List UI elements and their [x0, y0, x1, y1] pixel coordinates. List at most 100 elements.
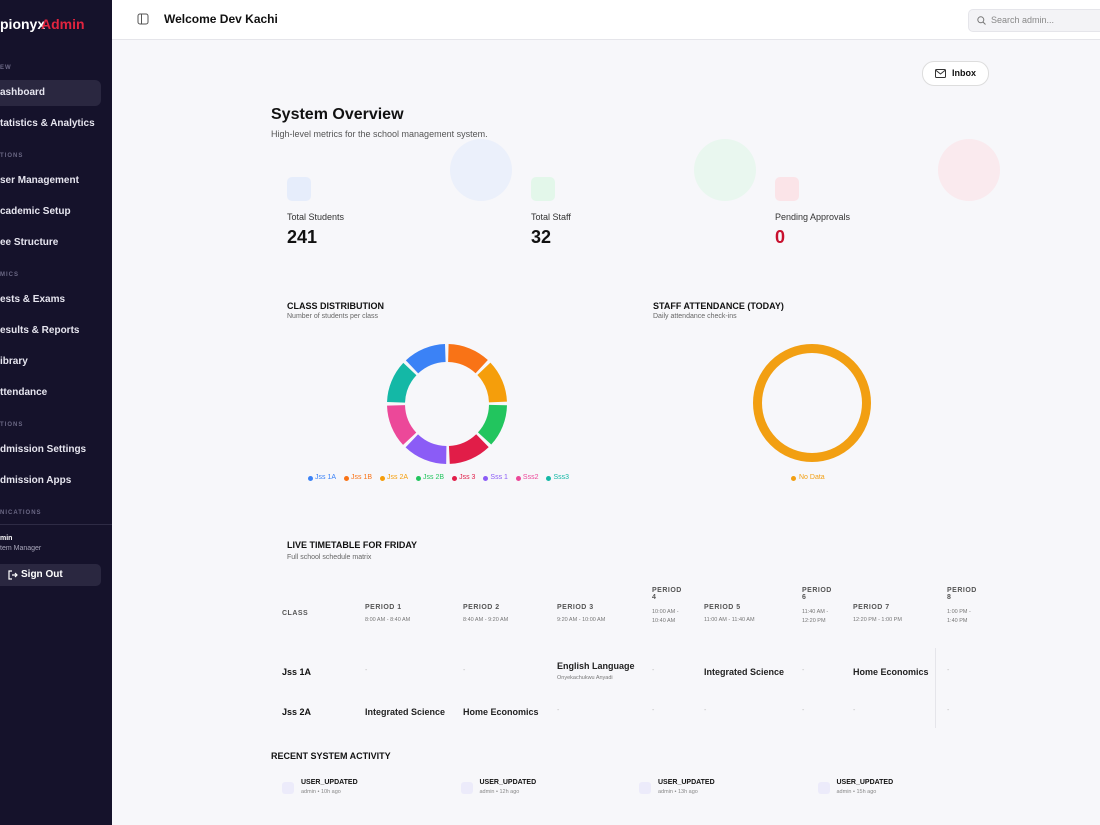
header: Welcome Dev Kachi Search admin... — [112, 0, 1100, 40]
legend-dot — [416, 476, 422, 481]
cell-teacher: Onyekachukwu Anyadi — [557, 675, 613, 681]
legend-dot — [380, 476, 386, 481]
donut-segment — [477, 362, 507, 403]
nav-item[interactable]: ests & Exams — [0, 294, 66, 305]
donut-segment — [448, 434, 489, 464]
nav-section: NICATIONS — [0, 510, 42, 516]
sign-out-button[interactable]: Sign Out — [0, 564, 101, 586]
cell-subject: - — [802, 667, 805, 674]
activity-action: USER_UPDATED — [301, 779, 358, 786]
chart-card: STAFF ATTENDANCE (TODAY) Daily attendance… — [638, 285, 987, 501]
sidebar: pionyx Admin EW ashboard tatistics & Analyti… — [0, 0, 112, 825]
header-title: Welcome Dev Kachi — [164, 12, 278, 26]
stat-icon — [775, 177, 799, 201]
legend-label: No Data — [799, 474, 825, 481]
nav-section: TIONS — [0, 422, 24, 428]
nav-item[interactable]: esults & Reports — [0, 325, 80, 336]
cell-subject: Home Economics — [853, 667, 929, 677]
stat-decor — [450, 139, 512, 201]
nav-item[interactable]: tatistics & Analytics — [0, 118, 95, 129]
th-period: PERIOD 3 — [557, 604, 594, 611]
activity-meta: admin • 15h ago — [836, 789, 877, 795]
cell-subject: - — [853, 707, 856, 714]
th-time: 1:00 PM - 1:40 PM — [947, 609, 971, 624]
legend-dot — [308, 476, 313, 481]
cell-subject: English Language — [557, 661, 635, 671]
search-placeholder: Search admin... — [991, 15, 1055, 25]
sidebar-toggle-icon[interactable] — [137, 13, 149, 25]
legend-label: Jss 2A — [387, 474, 409, 481]
user-name: min — [0, 535, 13, 542]
nav-section: MICS — [0, 272, 19, 278]
nav-item[interactable]: ttendance — [0, 387, 48, 398]
donut-chart — [387, 344, 507, 464]
cell-subject: - — [947, 707, 950, 714]
cell-subject: - — [557, 707, 560, 714]
timetable-subtitle: Full school schedule matrix — [287, 554, 372, 561]
donut-segment — [387, 405, 417, 445]
legend-dot — [483, 476, 489, 481]
stat-value: 32 — [531, 227, 552, 247]
th-period: PERIOD 4 — [652, 587, 682, 601]
cell-subject: - — [365, 667, 368, 674]
activity-title: RECENT SYSTEM ACTIVITY — [271, 751, 391, 761]
inbox-button[interactable]: Inbox — [922, 61, 989, 86]
chart-title: CLASS DISTRIBUTION — [287, 301, 385, 311]
legend-label: Sss3 — [553, 474, 570, 481]
chart-title: STAFF ATTENDANCE (TODAY) — [653, 301, 784, 311]
timetable-card: LIVE TIMETABLE FOR FRIDAY Full school sch… — [272, 524, 987, 728]
nav-item[interactable]: dmission Settings — [0, 444, 87, 455]
search-box[interactable]: Search admin... — [968, 9, 1100, 32]
sticky-divider — [935, 648, 936, 728]
stat-card: Total Students 241 — [272, 139, 512, 263]
nav-item[interactable]: ser Management — [0, 175, 79, 186]
nav-item[interactable]: cademic Setup — [0, 206, 71, 217]
chart-subtitle: Daily attendance check-ins — [653, 313, 737, 320]
donut-segment — [405, 344, 446, 374]
brand: pionyx — [0, 16, 46, 32]
cell-subject: - — [652, 707, 655, 714]
th-period: PERIOD 1 — [365, 604, 402, 611]
donut-segment — [477, 404, 507, 445]
stat-card: Total Staff 32 — [516, 139, 756, 263]
th-time: 11:40 AM - 12:20 PM — [802, 609, 829, 624]
legend-dot — [344, 476, 350, 481]
stat-label: Pending Approvals — [775, 212, 851, 222]
cell-subject: - — [704, 707, 707, 714]
chart-subtitle: Number of students per class — [287, 313, 379, 320]
nav-item[interactable]: dmission Apps — [0, 475, 72, 486]
user-role: tem Manager — [0, 545, 42, 552]
inbox-label[interactable]: Inbox — [952, 68, 976, 78]
donut-segment — [387, 362, 417, 403]
sign-out-label[interactable]: Sign Out — [21, 569, 63, 580]
sign-out-icon — [8, 570, 18, 580]
legend-label: Jss 1B — [351, 474, 373, 481]
cell-subject: - — [463, 667, 466, 674]
inbox-icon — [935, 69, 946, 78]
cell-subject: Integrated Science — [704, 667, 785, 677]
nav-active-bg — [0, 80, 101, 106]
nav-item[interactable]: ibrary — [0, 356, 28, 367]
legend-label: Jss 3 — [459, 474, 476, 481]
th-time: 8:40 AM - 9:20 AM — [463, 617, 509, 623]
activity-meta: admin • 12h ago — [479, 789, 520, 795]
brand-accent: Admin — [41, 16, 85, 32]
legend-dot — [546, 476, 552, 481]
row-class: Jss 1A — [282, 667, 312, 677]
nav-item[interactable]: ee Structure — [0, 237, 59, 248]
cell-subject: Home Economics — [463, 707, 539, 717]
th-period: PERIOD 2 — [463, 604, 500, 611]
legend-label: Jss 1A — [315, 474, 337, 481]
activity-bar: USER_UPDATED admin • 10h ago USER_UPDATED a… — [272, 771, 987, 804]
activity-icon — [282, 782, 294, 794]
th-time: 9:20 AM - 10:00 AM — [557, 617, 606, 623]
th-period: PERIOD 7 — [853, 604, 890, 611]
nav-item[interactable]: ashboard — [0, 87, 46, 98]
th-class: CLASS — [282, 610, 309, 617]
chart-card: CLASS DISTRIBUTION Number of students per… — [272, 285, 621, 501]
stat-label: Total Students — [287, 212, 345, 222]
legend-label: Sss 1 — [490, 474, 508, 481]
search-icon — [977, 16, 986, 25]
